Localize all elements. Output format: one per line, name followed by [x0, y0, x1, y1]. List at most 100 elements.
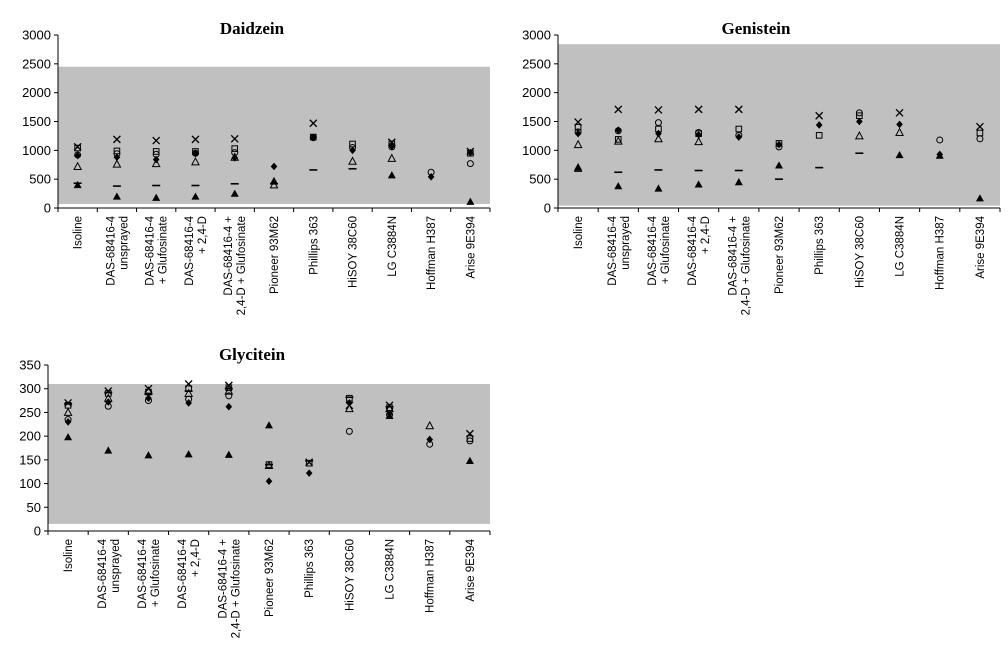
genistein-y-tick-label-3000: 3000 — [522, 28, 551, 43]
glycitein-point-s6-c8 — [385, 411, 394, 419]
genistein-point-s6-c9 — [935, 151, 944, 159]
glycitein-y-tick-label-0: 0 — [34, 524, 41, 539]
glycitein-y-tick-label-250: 250 — [19, 405, 41, 420]
glycitein-point-s3-c3 — [185, 399, 192, 407]
genistein-x-label-phillips-363: Phillips 363 — [814, 216, 826, 275]
daidzein-point-s3-c4 — [231, 154, 239, 162]
genistein-point-s0-c1 — [614, 105, 623, 114]
daidzein-point-s3-c6 — [309, 133, 317, 142]
daidzein-y-tick-label-3000: 3000 — [22, 28, 51, 43]
genistein-y-tick-label-1000: 1000 — [522, 143, 551, 158]
genistein-point-s3-c2 — [655, 129, 662, 138]
glycitein-title: Glycitein — [219, 345, 286, 364]
glycitein-x-label-pioneer-93m62: Pioneer 93M62 — [264, 539, 276, 617]
glycitein-x-label-lg-c3884n: LG C3884N — [385, 539, 397, 600]
daidzein-x-label-das-68416-4-2-4-d-glufosinate: DAS-68416-4 +2,4-D + Glufosinate — [223, 216, 248, 316]
glycitein-point-s4-c3 — [184, 388, 194, 397]
genistein-x-label-das-68416-4-2-4-d-glufosinate: DAS-68416-4 +2,4-D + Glufosinate — [727, 216, 752, 316]
genistein-point-s2-c2 — [654, 119, 662, 127]
daidzein-point-s1-c2 — [152, 148, 160, 155]
genistein-x-label-hisoy-38c60: HiSOY 38C60 — [854, 216, 866, 288]
daidzein-point-s6-c4 — [230, 189, 239, 197]
daidzein-y-tick-label-0: 0 — [44, 201, 51, 216]
daidzein-point-s3-c9 — [427, 173, 435, 181]
genistein-point-s6-c10 — [975, 194, 984, 202]
glycitein-points — [63, 380, 474, 485]
daidzein-title: Daidzein — [220, 19, 285, 38]
glycitein-point-s4-c1 — [103, 393, 113, 402]
genistein-x-label-das-68416-4-glufosinate: DAS-68416-4+ Glufosinate — [647, 215, 672, 285]
daidzein-point-s3-c1 — [113, 153, 121, 162]
genistein-point-s4-c7 — [854, 131, 864, 140]
daidzein-x-label-arise-9e394: Arise 9E394 — [465, 215, 477, 278]
glycitein-y-tick-label-200: 200 — [19, 429, 41, 444]
daidzein-point-s4-c8 — [387, 153, 397, 162]
genistein-point-s6-c5 — [775, 161, 783, 169]
genistein-point-s3-c1 — [614, 126, 622, 134]
daidzein-point-s0-c2 — [152, 136, 161, 145]
genistein-point-s2-c7 — [855, 109, 863, 117]
genistein-y-tick-label-0: 0 — [544, 201, 551, 216]
glycitein-point-s4-c9 — [425, 420, 435, 430]
genistein-x-label-pioneer-93m62: Pioneer 93M62 — [774, 216, 786, 294]
daidzein-points — [73, 119, 475, 205]
daidzein-point-s0-c1 — [112, 135, 121, 144]
glycitein-x-label-arise-9e394: Arise 9E394 — [465, 538, 477, 601]
glycitein-point-s4-c7 — [344, 403, 354, 413]
glycitein-point-s3-c6 — [305, 469, 313, 477]
genistein-y-tick-label-2000: 2000 — [522, 85, 551, 100]
glycitein-point-s2-c7 — [345, 427, 353, 435]
glycitein-point-s4-c4 — [224, 386, 234, 395]
glycitein-y-tick-label-350: 350 — [19, 358, 41, 373]
genistein-x-label-isoline: Isoline — [573, 216, 585, 249]
glycitein-chart-svg: Glycitein 0 50 100 150 200 250 300 350 Isoline DAS… — [19, 345, 491, 639]
genistein-y-tick-label-2500: 2500 — [522, 56, 551, 71]
genistein-points — [573, 105, 984, 202]
genistein-title: Genistein — [722, 19, 791, 38]
daidzein-x-label-hisoy-38c60: HiSOY 38C60 — [348, 216, 360, 288]
genistein-point-s4-c2 — [654, 133, 663, 143]
daidzein-point-s3-c5 — [270, 162, 278, 171]
daidzein-point-s4-c4 — [230, 152, 240, 161]
genistein-point-s4-c3 — [694, 136, 704, 146]
genistein-point-s6-c2 — [654, 184, 663, 192]
daidzein-point-s0-c6 — [309, 119, 318, 128]
daidzein-point-s6-c8 — [387, 171, 396, 179]
daidzein-point-s4-c0 — [73, 161, 83, 170]
daidzein-x-label-das-68416-4-unsprayed: DAS-68416-4unsprayed — [105, 215, 130, 285]
daidzein-point-s3-c7 — [349, 146, 356, 155]
genistein-point-s0-c6 — [815, 111, 824, 120]
genistein-point-s4-c0 — [573, 139, 583, 149]
daidzein-x-label-lg-c3884n: LG C3884N — [387, 216, 399, 277]
genistein-point-s2-c9 — [936, 136, 944, 144]
genistein-point-s0-c10 — [975, 122, 984, 131]
glycitein-chart: Glycitein 0 50 100 150 200 250 300 350 Isoline DAS… — [0, 340, 500, 661]
genistein-reference-range-band — [558, 44, 1000, 206]
glycitein-point-s2-c4 — [225, 392, 233, 400]
genistein-point-s1-c4 — [735, 125, 743, 133]
daidzein-point-s3-c10 — [467, 148, 474, 157]
glycitein-x-label-das-68416-4-2-4-d-glufosinate: DAS-68416-4 +2,4-D + Glufosinate — [217, 539, 242, 639]
daidzein-point-s3-c8 — [388, 142, 396, 151]
genistein-x-label-das-68416-4-unsprayed: DAS-68416-4unsprayed — [607, 215, 632, 285]
genistein-y-tick-label-500: 500 — [529, 172, 551, 187]
genistein-x-label-arise-9e394: Arise 9E394 — [975, 215, 987, 278]
genistein-point-s3-c6 — [815, 121, 823, 129]
glycitein-point-s2-c10 — [466, 437, 474, 445]
genistein-point-s0-c3 — [694, 105, 703, 114]
genistein-x-label-das-68416-4-2-4-d: DAS-68416-4+ 2,4-D — [687, 215, 712, 285]
glycitein-y-tick-label-300: 300 — [19, 381, 41, 396]
genistein-point-s0-c4 — [734, 105, 743, 114]
daidzein-point-s4-c3 — [191, 156, 200, 166]
glycitein-point-s1-c4 — [225, 384, 233, 392]
genistein-point-s6-c0 — [574, 163, 583, 171]
daidzein-chart-svg: Daidzein 0 500 1000 1500 2000 2500 3000 Isoline D… — [22, 19, 491, 316]
glycitein-x-label-das-68416-4-2-4-d: DAS-68416-4+ 2,4-D — [177, 538, 202, 608]
genistein-point-s0-c2 — [654, 106, 663, 114]
daidzein-point-s0-c4 — [230, 134, 239, 143]
glycitein-point-s4-c0 — [63, 407, 73, 416]
genistein-point-s3-c5 — [775, 140, 783, 149]
genistein-point-s3-c0 — [574, 129, 582, 138]
genistein-point-s3-c3 — [695, 130, 702, 139]
genistein-point-s4-c1 — [613, 136, 623, 145]
